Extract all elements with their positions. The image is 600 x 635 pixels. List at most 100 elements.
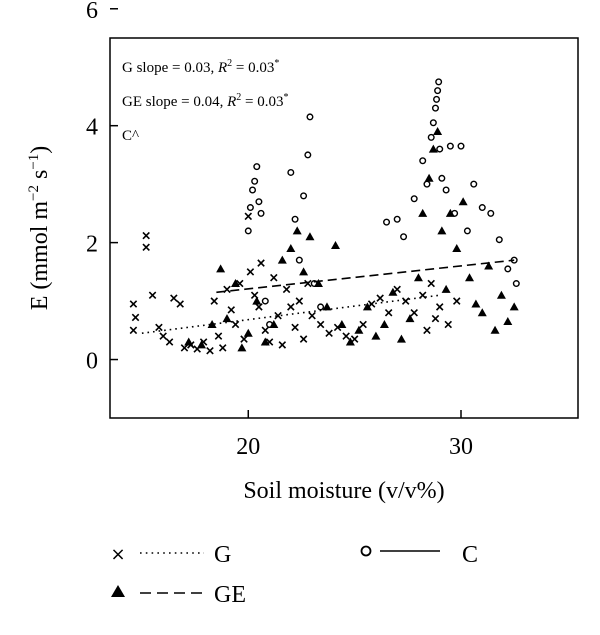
y-tick-label: 6 bbox=[86, 0, 98, 24]
point-ge bbox=[252, 296, 262, 305]
point-c bbox=[478, 204, 486, 212]
point-ge bbox=[437, 226, 447, 235]
point-ge bbox=[471, 299, 481, 308]
point-c bbox=[253, 163, 261, 171]
point-g bbox=[176, 300, 184, 308]
point-ge bbox=[428, 144, 438, 153]
point-g bbox=[210, 297, 219, 305]
annotation-g-slope: G slope = 0.03, R2 = 0.03* bbox=[122, 58, 279, 76]
point-g bbox=[261, 326, 270, 335]
point-c bbox=[310, 280, 318, 288]
point-ge bbox=[207, 319, 217, 328]
point-ge bbox=[292, 226, 302, 235]
point-c bbox=[451, 209, 459, 217]
point-c bbox=[400, 233, 408, 241]
point-g bbox=[393, 285, 401, 294]
point-g bbox=[299, 335, 308, 343]
point-g bbox=[227, 306, 236, 314]
point-ge bbox=[322, 302, 332, 311]
point-g bbox=[427, 279, 435, 288]
point-ge bbox=[371, 331, 381, 340]
point-c bbox=[487, 209, 495, 217]
plot-frame bbox=[109, 37, 579, 419]
point-g bbox=[244, 212, 253, 221]
point-c bbox=[266, 320, 274, 328]
point-ge bbox=[465, 273, 475, 282]
legend-marker-x-icon: × bbox=[110, 544, 125, 565]
point-c bbox=[295, 256, 303, 264]
point-g bbox=[384, 309, 393, 317]
point-g bbox=[376, 294, 384, 302]
point-g bbox=[180, 344, 189, 352]
point-g bbox=[142, 231, 150, 240]
point-ge bbox=[424, 173, 434, 182]
y-axis-label: E (mmol m−2 s−1) bbox=[26, 146, 53, 311]
point-g bbox=[155, 323, 163, 332]
point-g bbox=[129, 326, 138, 335]
trend-line-g bbox=[141, 294, 440, 335]
point-g bbox=[170, 294, 178, 302]
point-g bbox=[291, 323, 299, 332]
point-g bbox=[452, 297, 461, 305]
point-c bbox=[433, 95, 441, 103]
point-c bbox=[434, 87, 442, 95]
legend-label-g: G bbox=[214, 542, 231, 568]
point-ge bbox=[243, 328, 253, 337]
point-c bbox=[287, 168, 295, 176]
point-c bbox=[246, 204, 254, 212]
point-g bbox=[129, 300, 138, 308]
point-ge bbox=[405, 314, 415, 323]
point-ge bbox=[196, 340, 206, 349]
point-ge bbox=[496, 290, 506, 299]
point-c bbox=[457, 142, 465, 150]
point-g bbox=[282, 285, 291, 294]
point-g bbox=[255, 303, 263, 311]
point-c bbox=[251, 177, 259, 185]
x-axis-ticks: 20 30 bbox=[236, 410, 473, 460]
point-c bbox=[244, 227, 252, 235]
point-g bbox=[142, 243, 150, 252]
y-tick-label: 0 bbox=[86, 349, 98, 375]
point-g bbox=[367, 300, 376, 308]
point-c bbox=[257, 209, 265, 217]
point-g bbox=[274, 311, 282, 320]
point-ge bbox=[379, 319, 389, 328]
point-g bbox=[418, 291, 427, 299]
x-axis-label: Soil moisture (v/v%) bbox=[243, 478, 444, 504]
point-c bbox=[419, 157, 427, 165]
point-c bbox=[438, 174, 446, 182]
point-c bbox=[495, 236, 503, 244]
point-g bbox=[401, 297, 410, 305]
trend-lines bbox=[141, 259, 515, 335]
legend-label-ge: GE bbox=[214, 582, 246, 608]
point-ge bbox=[337, 319, 347, 328]
point-c bbox=[410, 195, 418, 203]
point-c bbox=[435, 78, 443, 86]
point-g bbox=[165, 338, 174, 346]
point-g bbox=[131, 313, 140, 322]
point-c bbox=[431, 104, 439, 112]
point-c bbox=[306, 113, 314, 121]
point-g bbox=[218, 344, 227, 352]
point-g bbox=[148, 291, 157, 299]
point-ge bbox=[345, 337, 355, 346]
point-c bbox=[512, 280, 520, 288]
point-c bbox=[304, 151, 312, 159]
point-c bbox=[427, 133, 435, 141]
legend-marker-circle-icon bbox=[360, 545, 372, 557]
y-tick-label: 4 bbox=[86, 115, 98, 141]
point-ge bbox=[413, 273, 423, 282]
point-ge bbox=[484, 261, 494, 270]
annotations: G slope = 0.03, R2 = 0.03* GE slope = 0.… bbox=[122, 58, 289, 144]
legend-label-c: C bbox=[462, 542, 478, 568]
point-ge bbox=[490, 325, 500, 334]
point-ge bbox=[330, 241, 340, 250]
annotation-ge-slope: GE slope = 0.04, R2 = 0.03* bbox=[122, 92, 289, 110]
point-g bbox=[257, 259, 265, 267]
point-c bbox=[446, 142, 454, 150]
point-g bbox=[295, 297, 304, 305]
point-g bbox=[159, 332, 167, 340]
point-ge bbox=[354, 325, 364, 334]
point-ge bbox=[433, 127, 443, 136]
